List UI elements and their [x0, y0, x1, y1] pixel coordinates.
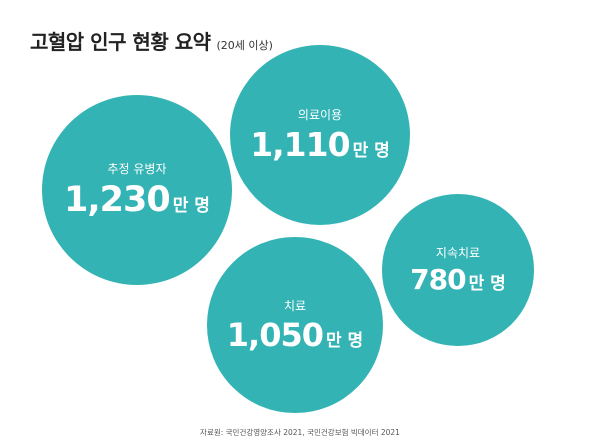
bubble-value-unit: 만 명 — [326, 330, 364, 351]
bubble-2: 지속치료 780 만 명 — [382, 194, 534, 346]
bubble-1: 의료이용 1,110 만 명 — [229, 44, 411, 226]
bubble-label: 지속치료 — [435, 246, 481, 261]
bubble-value: 1,230 만 명 — [64, 181, 210, 220]
title-row: 고혈압 인구 현황 요약 (20세 이상) — [30, 26, 273, 55]
bubble-label: 치료 — [283, 298, 307, 313]
bubble-value: 1,050 만 명 — [226, 315, 364, 354]
bubble-label: 의료이용 — [297, 108, 343, 123]
source-note: 자료원: 국민건강영양조사 2021, 국민건강보험 빅데이터 2021 — [200, 428, 400, 437]
bubble-value: 780 만 명 — [410, 263, 506, 297]
bubble-0: 추정 유병자 1,230 만 명 — [42, 95, 232, 285]
bubble-value-number: 780 — [410, 263, 466, 297]
page-title: 고혈압 인구 현황 요약 — [30, 30, 211, 54]
bubble-value-number: 1,230 — [64, 180, 171, 221]
bubble-label: 추정 유병자 — [107, 162, 167, 177]
bubble-value-unit: 만 명 — [172, 196, 210, 217]
bubble-value: 1,110 만 명 — [250, 127, 390, 163]
bubble-value-number: 1,050 — [226, 315, 324, 354]
bubble-3: 치료 1,050 만 명 — [207, 237, 383, 413]
bubble-value-unit: 만 명 — [468, 274, 506, 295]
page-subtitle: (20세 이상) — [216, 39, 273, 52]
bubble-value-unit: 만 명 — [352, 141, 390, 162]
bubble-value-number: 1,110 — [250, 125, 350, 165]
